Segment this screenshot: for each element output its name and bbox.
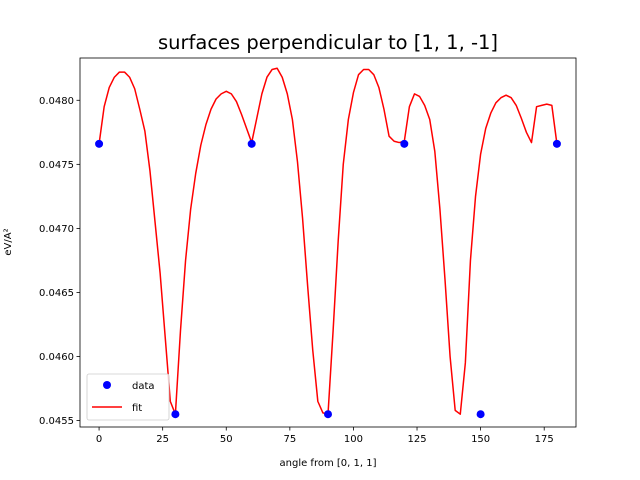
chart-title: surfaces perpendicular to [1, 1, -1] (158, 31, 498, 54)
y-tick-label: 0.0480 (39, 96, 74, 107)
data-point (476, 410, 485, 419)
y-tick-label: 0.0465 (39, 288, 74, 299)
x-axis-ticks: 0 25 50 75 100 125 150 175 (96, 427, 554, 445)
y-axis-ticks: 0.0455 0.0460 0.0465 0.0470 0.0475 0.0480 (39, 96, 80, 427)
y-tick-label: 0.0470 (39, 224, 74, 235)
x-tick-label: 75 (283, 434, 296, 445)
x-tick-label: 150 (471, 434, 490, 445)
x-tick-label: 50 (220, 434, 233, 445)
fit-series-line (98, 67, 558, 415)
plot-frame (79, 57, 577, 428)
legend: data fit (86, 373, 170, 421)
x-tick-label: 125 (407, 434, 426, 445)
data-point (171, 410, 180, 419)
legend-fit-label: fit (132, 403, 142, 414)
data-point (552, 139, 561, 148)
y-tick-label: 0.0460 (39, 352, 74, 363)
y-tick-label: 0.0475 (39, 160, 74, 171)
data-point (247, 139, 256, 148)
data-point (324, 410, 332, 419)
y-axis-label: eV/A² (3, 228, 14, 255)
x-tick-label: 175 (535, 434, 554, 445)
legend-data-marker (103, 381, 111, 389)
x-tick-label: 0 (96, 434, 102, 445)
data-point (95, 139, 104, 148)
y-tick-label: 0.0455 (39, 416, 74, 427)
x-tick-label: 25 (156, 434, 169, 445)
plot-series (95, 67, 561, 419)
legend-box (86, 373, 170, 421)
legend-data-label: data (132, 381, 155, 392)
x-tick-label: 100 (344, 434, 363, 445)
data-point (400, 139, 409, 148)
x-axis-label: angle from [0, 1, 1] (280, 458, 377, 469)
